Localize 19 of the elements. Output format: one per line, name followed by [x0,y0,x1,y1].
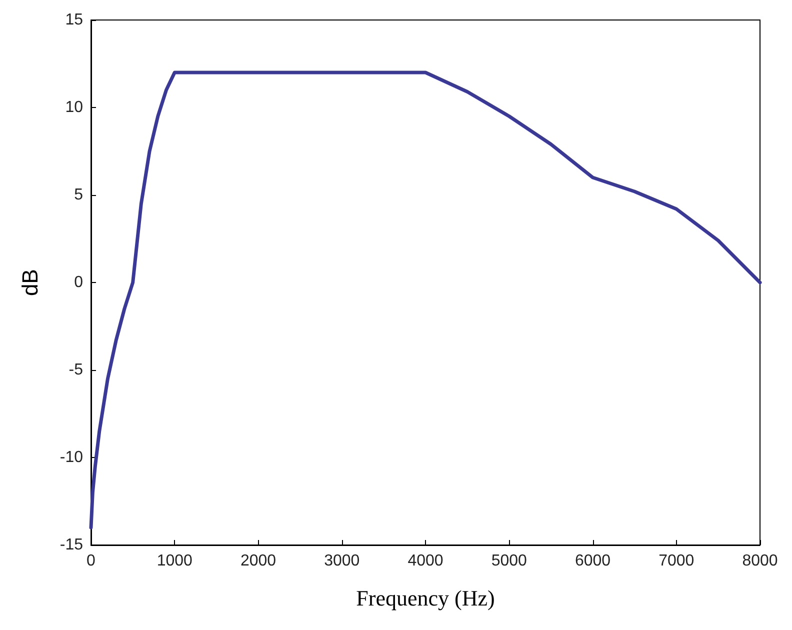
x-tick-label: 1000 [156,552,193,570]
x-tick-label: 4000 [408,552,444,570]
x-tick-label: 8000 [742,552,778,570]
y-tick-label: -5 [68,362,84,378]
x-tick-label: 0 [86,552,96,570]
y-tick-label: 0 [74,274,84,291]
y-tick-label: -10 [60,449,84,466]
x-tick-label: 7000 [658,552,694,570]
x-tick-label: 2000 [240,552,276,570]
x-axis-title: Frequency (Hz) [356,586,495,610]
y-tick-label: 5 [74,186,84,204]
x-tick-label: 3000 [324,552,360,570]
x-tick-label: 6000 [574,552,611,570]
y-tick-label: 10 [65,99,84,116]
x-tick-label: 5000 [491,552,528,570]
y-axis-title: dB [18,269,42,296]
y-tick-label: 15 [65,12,84,28]
line-series [89,70,762,530]
y-tick-label: -15 [60,536,84,554]
